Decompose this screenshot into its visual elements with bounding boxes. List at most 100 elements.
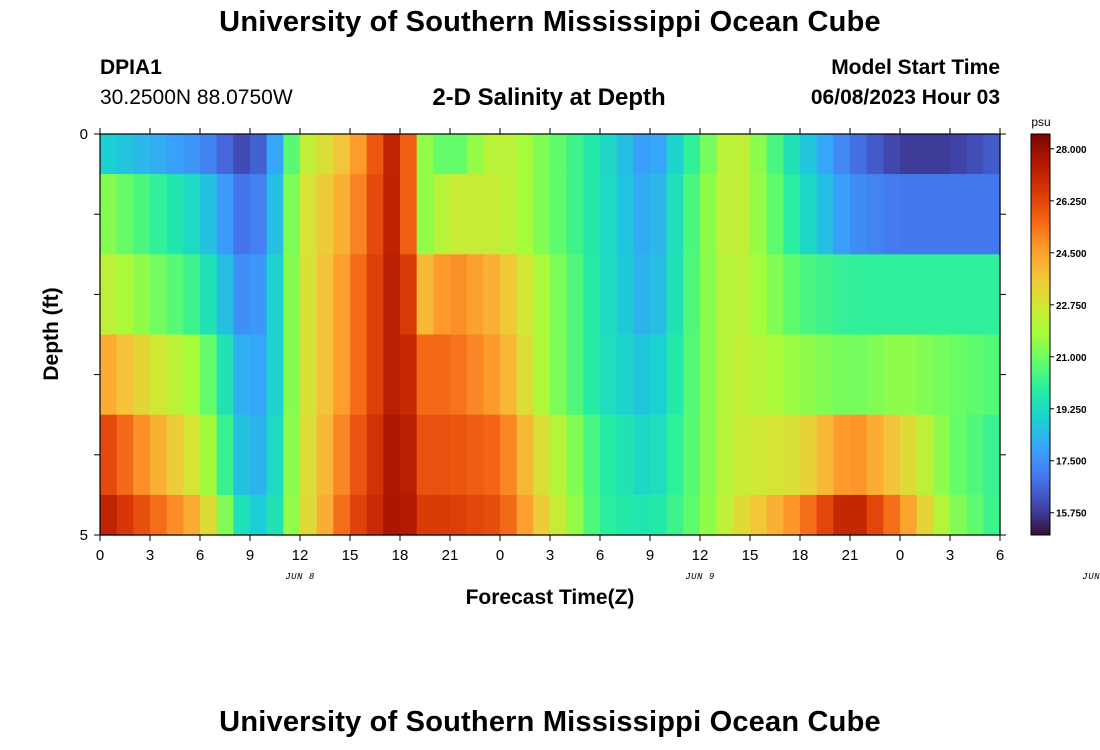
heatmap-cell	[150, 494, 168, 536]
heatmap-cell	[766, 414, 784, 496]
heatmap-cell	[450, 414, 468, 496]
heatmap-cell	[683, 334, 701, 416]
x-axis: 0 3 6 9 12 15 18 21 0 3 6 9 12 15 18 21 0 3 6 JUN 8 JUN 9 JUN…	[96, 128, 1100, 582]
y-tick-label: 0	[80, 126, 88, 143]
heatmap-cell	[433, 494, 451, 536]
heatmap-cell	[183, 254, 201, 336]
heatmap-cell	[966, 494, 984, 536]
heatmap-cell	[883, 254, 901, 336]
heatmap-cell	[733, 494, 751, 536]
heatmap-cell	[900, 134, 918, 175]
heatmap-cell	[750, 254, 768, 336]
heatmap-cell	[216, 254, 234, 336]
heatmap-cell	[850, 254, 868, 336]
heatmap-cell	[666, 414, 684, 496]
heatmap-cell	[933, 494, 951, 536]
heatmap-cell	[200, 414, 218, 496]
heatmap-cell	[366, 134, 384, 175]
colorbar-tick-label: 22.750	[1056, 301, 1087, 312]
heatmap-cell	[783, 174, 801, 255]
heatmap-cell	[500, 494, 518, 536]
heatmap-cell	[983, 174, 1001, 255]
heatmap-cell	[616, 414, 634, 496]
heatmap-cell	[800, 174, 818, 255]
x-tick-label: 15	[742, 547, 759, 564]
heatmap-cell	[883, 134, 901, 175]
x-tick-label: 21	[842, 547, 859, 564]
colorbar-tick-label: 26.250	[1056, 197, 1087, 208]
page-title-repeat: University of Southern Mississippi Ocean…	[219, 706, 881, 738]
x-tick-label: 12	[692, 547, 709, 564]
heatmap-cell	[466, 414, 484, 496]
heatmap-cell	[516, 414, 534, 496]
heatmap-cell	[516, 134, 534, 175]
x-tick-label: 3	[146, 547, 154, 564]
heatmap-cell	[800, 334, 818, 416]
heatmap-cell	[616, 494, 634, 536]
heatmap-cell	[950, 334, 968, 416]
x-date-label: JUN 9	[685, 572, 715, 582]
heatmap-cell	[766, 334, 784, 416]
heatmap-cell	[766, 494, 784, 536]
heatmap-cell	[850, 134, 868, 175]
heatmap-cell	[933, 134, 951, 175]
heatmap-cell	[700, 174, 718, 255]
heatmap-cell	[383, 174, 401, 255]
heatmap-cell	[666, 494, 684, 536]
heatmap-cell	[750, 334, 768, 416]
x-tick-label: 6	[596, 547, 604, 564]
colorbar-ticks: 28.000 26.250 24.500 22.750 21.000 19.250 17.5…	[1050, 145, 1087, 520]
heatmap-cell	[433, 414, 451, 496]
heatmap-cell	[300, 494, 318, 536]
heatmap-cell	[133, 334, 151, 416]
salinity-heatmap-chart: 0 3 6 9 12 15 18 21 0 3 6 9 12 15 18 21 0 3 6 JUN 8 JUN 9 JUN…	[40, 115, 1100, 609]
heatmap-cell	[166, 414, 184, 496]
heatmap-cell	[533, 414, 551, 496]
heatmap-cell	[850, 414, 868, 496]
heatmap-cell	[966, 334, 984, 416]
heatmap-cell	[233, 174, 251, 255]
heatmap-cell	[200, 174, 218, 255]
heatmap-cell	[350, 174, 368, 255]
heatmap-cell	[716, 134, 734, 175]
page-title: University of Southern Mississippi Ocean…	[219, 6, 881, 38]
heatmap-cell	[283, 334, 301, 416]
station-name: DPIA1	[100, 56, 162, 79]
heatmap-cell	[583, 494, 601, 536]
heatmap-cell	[950, 134, 968, 175]
heatmap-cell	[200, 254, 218, 336]
heatmap-cell	[883, 334, 901, 416]
heatmap-cell	[166, 254, 184, 336]
heatmap-cell	[416, 134, 434, 175]
colorbar-tick-label: 17.500	[1056, 457, 1087, 468]
heatmap-cell	[783, 134, 801, 175]
heatmap-cell	[566, 134, 584, 175]
heatmap-cell	[550, 494, 568, 536]
heatmap-cell	[666, 134, 684, 175]
heatmap-cell	[983, 254, 1001, 336]
heatmap-cell	[316, 174, 334, 255]
heatmap-cell	[200, 334, 218, 416]
heatmap-cell	[300, 174, 318, 255]
heatmap-cell	[100, 174, 118, 255]
heatmap-cell	[216, 414, 234, 496]
heatmap-cell	[400, 414, 418, 496]
heatmap-cell	[633, 414, 651, 496]
heatmap-cell	[416, 494, 434, 536]
heatmap-cell	[816, 494, 834, 536]
heatmap-cell	[266, 494, 284, 536]
heatmap-cell	[250, 134, 268, 175]
heatmap-cell	[400, 134, 418, 175]
x-tick-label: 0	[896, 547, 904, 564]
heatmap-cell	[833, 134, 851, 175]
heatmap-cell	[983, 494, 1001, 536]
heatmap-cell	[100, 414, 118, 496]
heatmap-cell	[450, 134, 468, 175]
heatmap-cell	[133, 494, 151, 536]
heatmap-cell	[866, 134, 884, 175]
heatmap-cell	[283, 414, 301, 496]
heatmap-cell	[250, 334, 268, 416]
heatmap-cell	[733, 414, 751, 496]
heatmap-cell	[400, 254, 418, 336]
heatmap-cell	[500, 134, 518, 175]
